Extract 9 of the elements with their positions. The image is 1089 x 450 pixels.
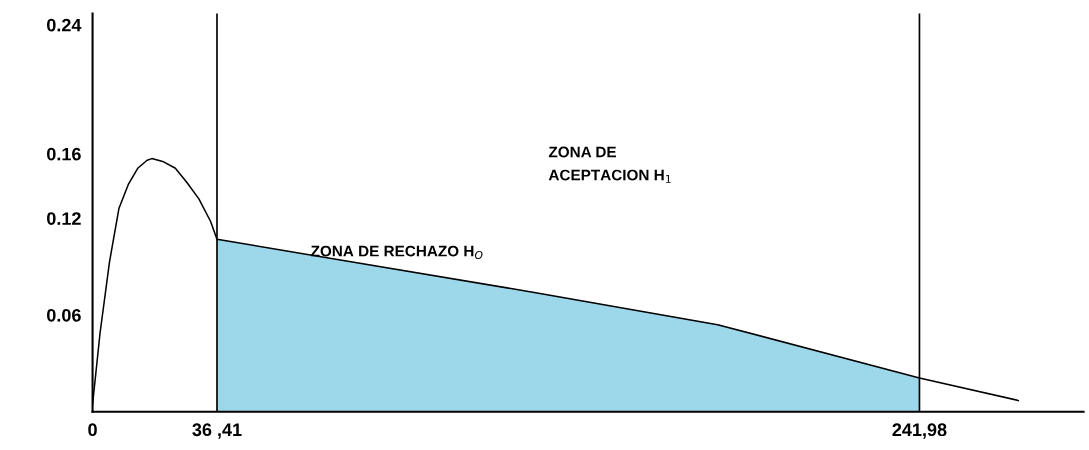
x-tick-label: 0 [88,423,97,437]
x-tick-label: 241,98 [892,423,947,439]
y-tick-label: 0.16 [47,147,81,161]
y-tick-label: 0.12 [47,212,81,225]
x-tick-label: 36 ,41 [192,423,242,439]
annotation: ZONA DE RECHAZO H$_{O}$ [311,245,483,260]
y-tick-label: 0.06 [47,308,81,322]
y-tick-label: 0.24 [47,18,82,32]
annotation: ZONA DE ACEPTACION H$_{1}$ [548,146,671,183]
